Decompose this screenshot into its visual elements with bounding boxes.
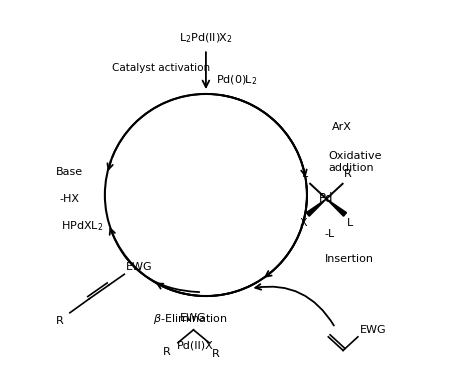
Text: EWG: EWG [360, 325, 386, 335]
Text: L$_2$Pd(II)X$_2$: L$_2$Pd(II)X$_2$ [179, 32, 233, 45]
Text: HPdXL$_2$: HPdXL$_2$ [61, 219, 103, 233]
Text: EWG: EWG [126, 262, 153, 272]
Text: EWG: EWG [180, 313, 207, 323]
Text: R: R [344, 170, 352, 179]
Polygon shape [306, 199, 327, 216]
Text: Pd(II)X: Pd(II)X [177, 341, 214, 351]
Text: Oxidative
addition: Oxidative addition [328, 151, 382, 173]
Text: -HX: -HX [60, 194, 80, 204]
Text: R: R [56, 316, 64, 326]
Text: R: R [163, 347, 171, 357]
Text: Pd: Pd [319, 192, 334, 206]
Text: Base: Base [56, 167, 83, 177]
Text: L: L [302, 170, 308, 179]
Text: $\beta$-Elimination: $\beta$-Elimination [153, 312, 228, 326]
Text: Insertion: Insertion [324, 254, 374, 264]
Text: R: R [212, 349, 220, 358]
Text: ArX: ArX [332, 122, 352, 132]
Text: -L: -L [324, 229, 335, 239]
Polygon shape [327, 199, 346, 216]
Text: Pd(0)L$_2$: Pd(0)L$_2$ [216, 73, 257, 87]
Text: X: X [299, 218, 307, 228]
Text: L: L [346, 218, 353, 228]
Text: Catalyst activation: Catalyst activation [112, 62, 210, 73]
